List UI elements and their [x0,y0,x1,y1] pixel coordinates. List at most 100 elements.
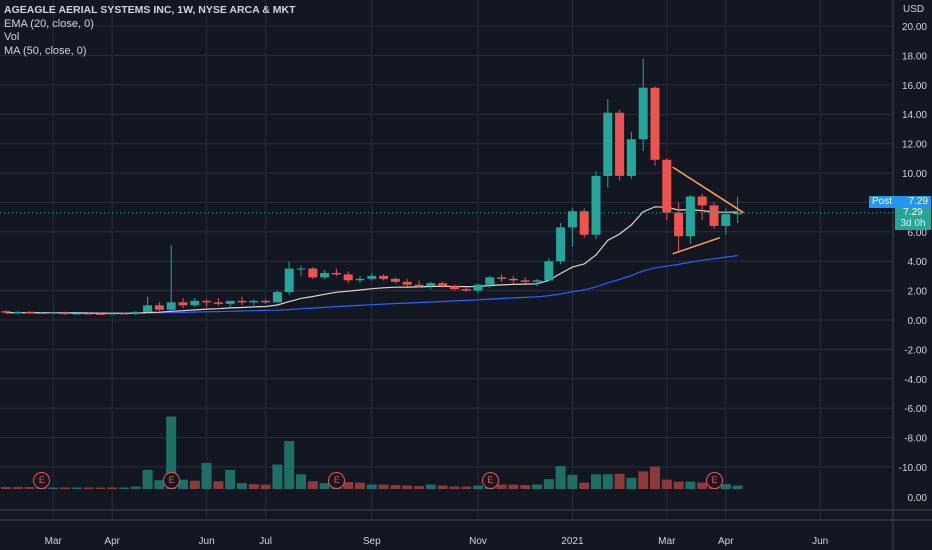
price-tick-label: 2.00 [908,287,928,298]
volume-bar [166,416,177,489]
time-tick-label: 2021 [561,536,584,547]
candle-body [390,278,400,282]
candle-body [497,277,507,279]
candle-body [131,311,141,315]
volume-bar [366,484,377,489]
candle-body [721,214,731,226]
candle-body [615,112,625,176]
volume-bar [95,487,106,489]
volume-indicator-label[interactable]: Vol [4,31,20,43]
earnings-marker-icon[interactable]: E [706,472,723,489]
candle-body [485,277,495,285]
volume-bar [449,486,460,489]
candle-body [473,284,483,291]
volume-bar [24,487,35,489]
candle-body [237,300,247,303]
volume-bar [201,463,212,489]
price-tick-label: -8.00 [904,434,927,445]
candle-body [379,275,389,279]
volume-bar [248,484,259,489]
candle-body [414,284,424,287]
candle-body [532,280,542,282]
volume-bar [307,481,318,489]
volume-bar [237,483,247,489]
price-tick-label: 6.00 [908,228,928,239]
candle-body [1,311,11,313]
volume-bar [626,477,637,489]
volume-bar [650,466,660,489]
price-tick-label: -2.00 [904,345,927,356]
volume-bar [260,484,271,489]
volume-bar [602,474,613,489]
symbol-title[interactable]: AGEAGLE AERIAL SYSTEMS INC, 1W, NYSE ARC… [4,4,296,16]
price-tick-label: -10.00 [899,463,928,474]
earnings-marker-icon[interactable]: E [481,472,499,489]
volume-bar [319,483,330,489]
volume-bar [555,465,566,489]
volume-bar [425,484,436,489]
price-tick-label: 10.00 [902,169,927,180]
earnings-marker-icon[interactable]: E [33,472,51,489]
candle-body [461,289,471,291]
candle-body [190,300,200,306]
volume-bar [638,471,649,489]
candle-body [13,311,23,313]
volume-bar [378,484,389,489]
price-axis: 20.0018.0016.0014.0012.0010.008.006.004.… [899,22,928,504]
volume-bar [119,487,129,489]
candle-body [508,278,518,281]
candle-body [284,268,294,293]
candle-body [213,302,223,304]
candle-body [36,312,46,314]
volume-bar [284,440,295,489]
earnings-marker-icon[interactable]: E [163,472,181,489]
candle-body [119,313,129,315]
candle-body [202,300,212,303]
volume-bar [532,484,542,489]
volume-bar [437,485,448,489]
candle-body [367,275,377,279]
currency-label[interactable]: USD [903,4,925,15]
candle-body [544,261,554,281]
volume-bar [697,482,708,489]
volume-tick-label: 0.00 [908,493,928,504]
candle-body [343,274,353,281]
candle-body [638,87,648,140]
volume-bar [142,469,153,489]
volume-bar [402,485,413,489]
volume-bar [579,482,590,489]
volume-bar [48,487,59,489]
volume-bar [107,487,118,489]
volume-bar [296,474,306,489]
ema-indicator-label[interactable]: EMA (20, close, 0) [4,17,94,30]
price-tick-label: -4.00 [904,375,927,386]
price-tick-label: 0.00 [908,316,928,327]
volume-bar [496,484,507,489]
time-tick-label: Apr [718,536,734,547]
grid-lines [0,0,893,520]
volume-bar [154,480,165,489]
earnings-marker-icon[interactable]: E [328,472,346,489]
candle-body [355,278,365,281]
candle-body [426,283,436,287]
candle-body [178,302,188,306]
post-label: Post [872,196,893,207]
candle-body [402,281,412,285]
indicator-legend: AGEAGLE AERIAL SYSTEMS INC, 1W, NYSE ARC… [4,4,296,58]
candle-body [674,212,684,237]
time-axis: Mar Apr Jun Jul Sep Nov 2021 Mar Apr Jun [45,536,829,547]
volume-bar [355,482,365,489]
ema20-line [6,206,738,315]
volume-bar [673,481,684,489]
candle-body [272,292,282,303]
volume-bar [508,484,519,489]
volume-bar [520,485,531,489]
triangle-trendline [672,236,721,255]
volume-bar [272,464,283,489]
volume-bar [473,485,483,489]
volume-bar [83,487,94,489]
candle-body [685,196,695,237]
ma-indicator-label[interactable]: MA (50, close, 0) [4,44,87,57]
